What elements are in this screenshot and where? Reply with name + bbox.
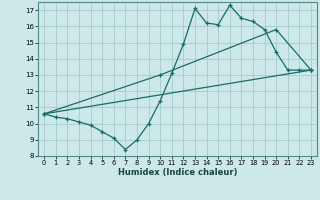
X-axis label: Humidex (Indice chaleur): Humidex (Indice chaleur) <box>118 168 237 177</box>
